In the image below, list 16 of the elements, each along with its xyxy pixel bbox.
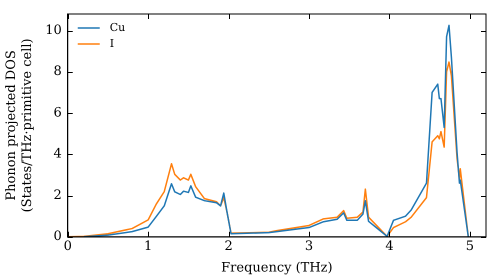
y-tick-label: 0 [53,229,62,244]
x-tick-label: 0 [64,238,72,254]
y-tick-label: 4 [53,146,62,162]
y-axis-title: Phonon projected DOS (States/THz·primitive cell) [4,38,35,212]
x-tick-label: 1 [144,238,152,254]
y-tick-label: 10 [45,22,62,38]
y-tick-label: 8 [53,64,62,80]
x-tick-label: 2 [224,238,233,254]
x-tick-label: 5 [466,238,474,254]
legend-label: I [110,36,114,50]
y-tick-label: 2 [53,188,62,203]
x-tick-label: 4 [385,238,394,254]
y-tick-label: 6 [53,105,62,120]
legend-label: Cu [110,20,126,34]
x-tick-label: 3 [304,238,314,254]
x-axis-title: Frequency (THz) [221,260,333,276]
